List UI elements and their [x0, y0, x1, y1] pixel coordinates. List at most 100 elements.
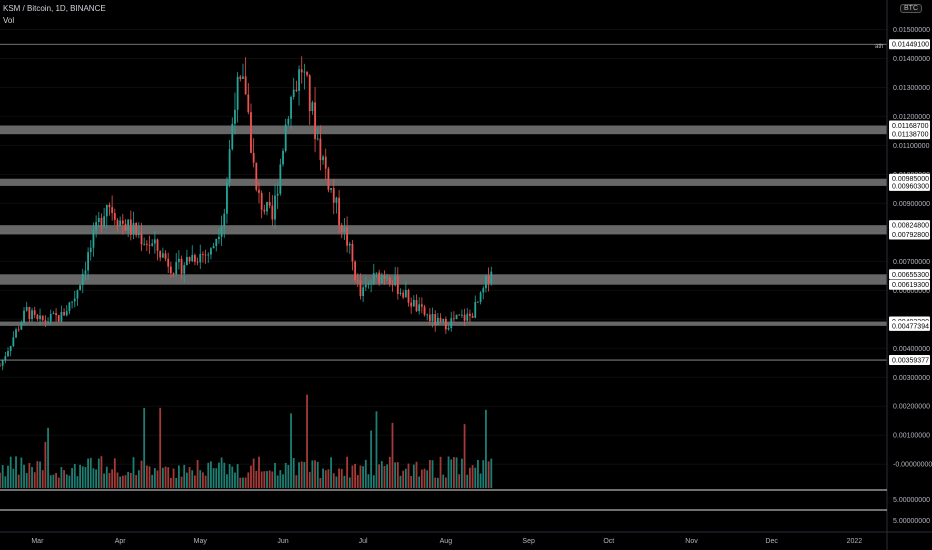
volume-bar [482, 460, 485, 488]
volume-bar [268, 470, 271, 488]
volume-bar [250, 465, 252, 488]
candle-body [436, 317, 439, 325]
volume-bar [450, 459, 453, 488]
candle-body [266, 201, 268, 212]
candle-body [223, 213, 226, 228]
candle-body [418, 304, 421, 312]
volume-bar [105, 466, 108, 488]
candle-body [351, 243, 354, 262]
candle-body [103, 216, 106, 227]
time-label: May [194, 538, 208, 545]
candle-body [354, 261, 357, 280]
price-level-label-text: 0.00960300 [892, 183, 929, 190]
time-label: Oct [603, 538, 614, 545]
volume-bar [4, 476, 7, 488]
volume-bar [186, 472, 188, 488]
candle-body [362, 287, 365, 297]
volume-bar [354, 463, 357, 488]
currency-badge[interactable]: BTC [900, 4, 922, 13]
price-level-label-text: 0.00655300 [892, 272, 929, 279]
volume-bar [39, 461, 41, 488]
candle-body [100, 217, 103, 227]
volume-bar [132, 457, 135, 488]
candle-body [215, 238, 218, 246]
price-tick: 0.00400000 [893, 346, 930, 353]
candle-body [47, 321, 49, 323]
price-level-label-text: 0.00619300 [892, 282, 929, 289]
volume-bar [135, 475, 138, 488]
price-tick: 0.00600000 [893, 288, 930, 295]
volume-bar [386, 464, 389, 488]
candle-body [33, 310, 36, 315]
lower-pane-tick: 5.00000000 [893, 497, 930, 504]
time-label: Sep [522, 538, 535, 545]
candle-body [463, 314, 466, 321]
candle-body [388, 277, 391, 285]
time-label: Jun [277, 538, 288, 545]
symbol-title[interactable]: KSM / Bitcoin, 1D, BINANCE [3, 4, 106, 13]
volume-bar [444, 477, 447, 488]
candle-body [44, 320, 47, 322]
volume-bar [177, 465, 180, 488]
candle-body [129, 219, 132, 235]
candle-body [485, 275, 487, 289]
candle-body [135, 222, 138, 236]
resistance-zone [0, 225, 887, 235]
candle-body [76, 290, 79, 299]
candle-body [415, 300, 418, 312]
candle-body [188, 257, 191, 262]
volume-bar [266, 471, 268, 488]
volume-bar [207, 462, 210, 488]
volume-bar [282, 474, 284, 488]
candle-body [386, 277, 389, 279]
candle-body [140, 233, 143, 245]
volume-bar [477, 459, 479, 488]
volume-bar [327, 469, 330, 488]
volume-bar [367, 474, 370, 488]
volume-bar [218, 462, 220, 488]
candle-body [17, 329, 20, 331]
candle-body [71, 301, 73, 303]
volume-bar [434, 477, 437, 488]
volume-bar [394, 462, 397, 488]
candle-body [311, 102, 314, 112]
volume-bar [383, 466, 386, 488]
volume-bar [143, 408, 146, 488]
candle-body [482, 288, 485, 293]
candle-body [348, 243, 351, 246]
candle-body [151, 243, 154, 246]
volume-bar [41, 470, 44, 488]
volume-bar [490, 458, 493, 488]
volume-bar [308, 471, 311, 488]
volume-bar [95, 469, 98, 488]
candle-body [180, 258, 183, 274]
volume-bar [194, 475, 196, 488]
candle-body [394, 275, 397, 286]
volume-bar [97, 458, 100, 488]
candle-body [81, 273, 84, 286]
candle-body [231, 123, 234, 150]
price-level-label: 0.00824800 [889, 220, 930, 231]
price-level-label-box [889, 39, 930, 50]
candle-body [319, 138, 322, 161]
volume-bar [458, 474, 461, 488]
ath-label: ath [875, 44, 883, 50]
candle-body [356, 279, 359, 281]
volume-bar [340, 468, 343, 488]
volume-indicator-label[interactable]: Vol [3, 16, 15, 25]
candle-body [332, 188, 335, 203]
volume-bar [231, 466, 234, 488]
volume-bar [402, 470, 405, 488]
volume-bar [172, 468, 175, 488]
volume-bar [431, 460, 434, 488]
candle-body [132, 222, 135, 235]
candle-body [12, 337, 15, 347]
candle-body [375, 272, 378, 274]
time-label: Apr [115, 538, 127, 545]
candle-body [68, 302, 71, 312]
candle-body [404, 289, 407, 298]
candle-body [279, 164, 282, 194]
candle-body [338, 197, 340, 226]
volume-bar [20, 457, 23, 488]
